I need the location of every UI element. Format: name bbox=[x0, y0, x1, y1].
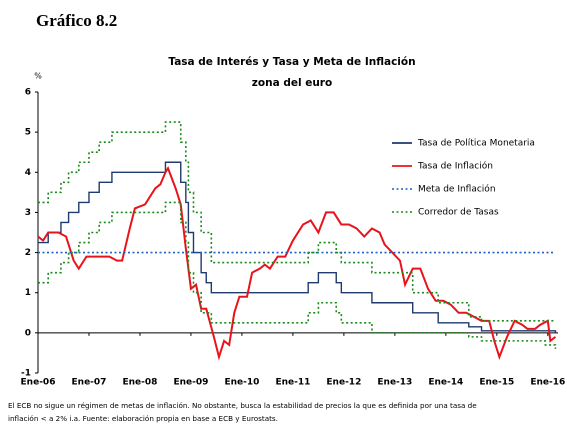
y-tick-label: 5 bbox=[25, 128, 31, 138]
y-tick-label: 4 bbox=[25, 168, 31, 178]
x-tick-label: Ene-07 bbox=[72, 378, 107, 388]
x-tick-label: Ene-08 bbox=[122, 378, 157, 388]
x-tick-label: Ene-12 bbox=[326, 378, 361, 388]
header: Gráfico 8.2 bbox=[36, 11, 117, 30]
x-tick-label: Ene-16 bbox=[530, 378, 565, 388]
series-line bbox=[38, 121, 556, 322]
note: inflación < a 2% i.a. Fuente: elaboració… bbox=[8, 414, 278, 423]
y-tick-label: 0 bbox=[25, 328, 31, 338]
x-tick-label: Ene-15 bbox=[479, 378, 514, 388]
note: El ECB no sigue un régimen de metas de i… bbox=[8, 401, 477, 410]
chart-title: Tasa de Interés y Tasa y Meta de Inflaci… bbox=[168, 56, 415, 68]
series-line bbox=[37, 166, 557, 361]
x-tick-label: Ene-14 bbox=[428, 378, 463, 388]
y-tick-label: 6 bbox=[25, 88, 31, 98]
series-line bbox=[38, 201, 557, 349]
chart-subtitle: zona del euro bbox=[252, 77, 332, 89]
x-tick-label: Ene-10 bbox=[224, 378, 259, 388]
x-tick-label: Ene-11 bbox=[275, 378, 310, 388]
y-tick-label: -1 bbox=[21, 369, 31, 379]
legend-label: Corredor de Tasas bbox=[418, 208, 499, 218]
x-tick-label: Ene-13 bbox=[377, 378, 412, 388]
legend-label: Meta de Inflación bbox=[418, 184, 496, 195]
legend-label: Tasa de Inflación bbox=[417, 161, 493, 172]
y-tick-label: 1 bbox=[25, 288, 31, 298]
y-tick-label: 2 bbox=[25, 248, 31, 258]
y-tick-label: 3 bbox=[25, 208, 31, 218]
x-tick-label: Ene-09 bbox=[173, 378, 208, 388]
y-unit: % bbox=[34, 72, 42, 81]
legend-label: Tasa de Política Monetaria bbox=[417, 139, 535, 149]
x-tick-label: Ene-06 bbox=[21, 378, 56, 388]
